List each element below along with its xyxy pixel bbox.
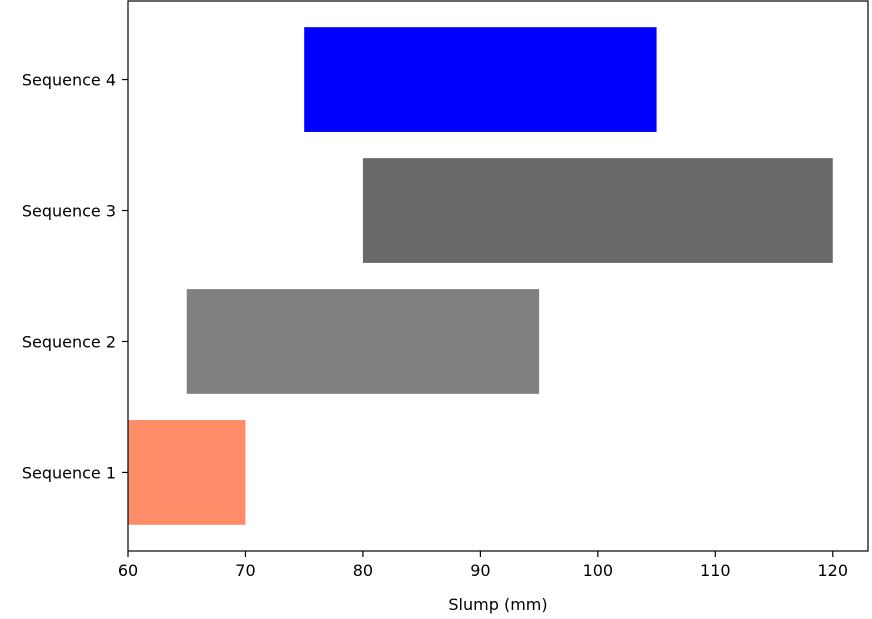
bar-sequence-3: [362, 158, 833, 263]
x-tick-label: 100: [583, 561, 614, 580]
x-tick-label: 70: [235, 561, 255, 580]
x-tick-label: 110: [700, 561, 731, 580]
x-tick-label: 120: [817, 561, 848, 580]
y-tick-label: Sequence 1: [22, 463, 116, 482]
bar-sequence-2: [186, 289, 540, 394]
x-axis-label: Slump (mm): [448, 595, 547, 614]
x-tick-label: 80: [353, 561, 373, 580]
x-tick-label: 60: [118, 561, 138, 580]
y-tick-label: Sequence 2: [22, 332, 116, 351]
bar-sequence-4: [304, 27, 657, 132]
bar-sequence-1: [128, 420, 246, 525]
y-tick-label: Sequence 4: [22, 71, 116, 90]
x-tick-label: 90: [470, 561, 490, 580]
plot-frame: [127, 0, 869, 552]
y-tick-label: Sequence 3: [22, 202, 116, 221]
